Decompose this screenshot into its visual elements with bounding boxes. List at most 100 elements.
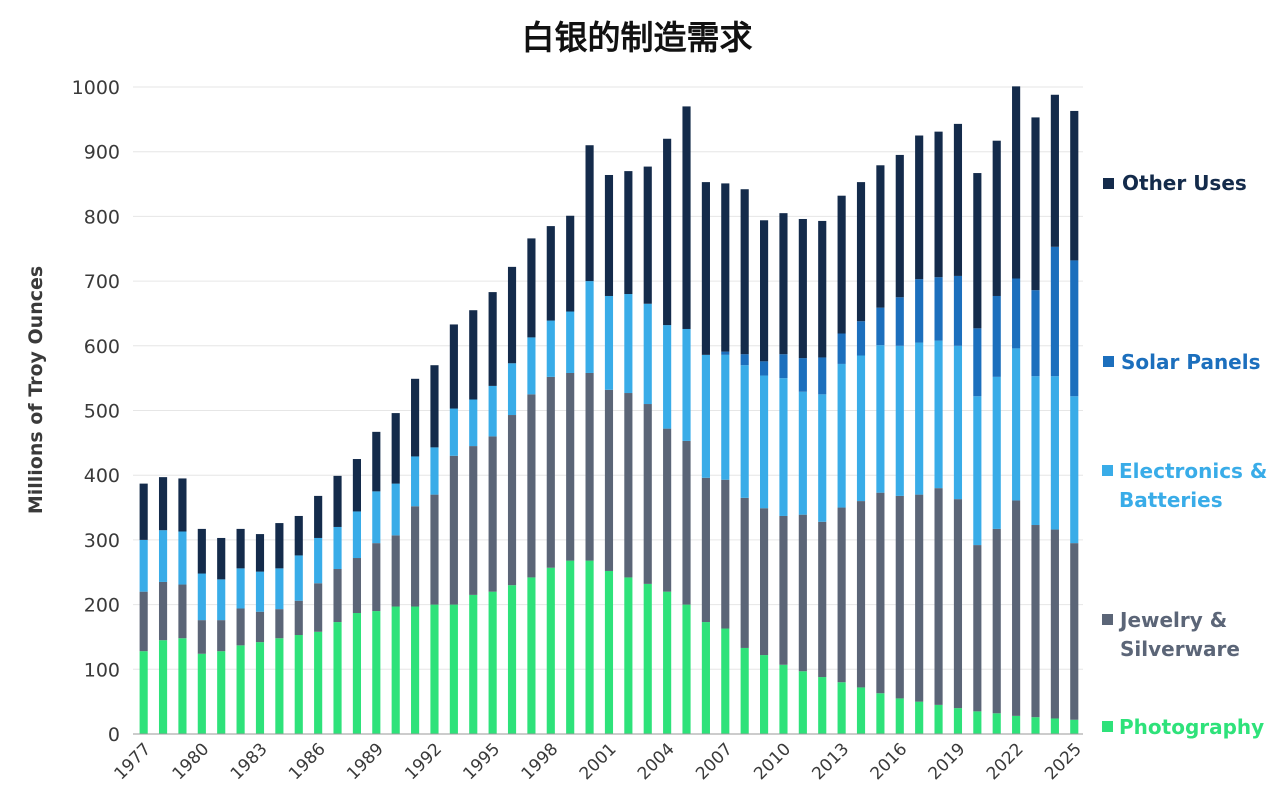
- bar-segment-electronics-batteries: [178, 531, 187, 585]
- bar-2020: [973, 173, 982, 734]
- bar-segment-electronics-batteries: [1031, 376, 1040, 526]
- bar-segment-electronics-batteries: [352, 511, 361, 559]
- bar-segment-other-uses: [158, 477, 168, 531]
- bar-segment-jewelry-silverware: [566, 372, 575, 561]
- bar-segment-photography: [197, 653, 206, 734]
- bar-segment-electronics-batteries: [1070, 396, 1079, 544]
- bar-segment-photography: [915, 701, 924, 734]
- bar-segment-photography: [895, 698, 904, 734]
- bar-segment-solar-panels: [740, 354, 749, 366]
- bar-segment-jewelry-silverware: [217, 620, 226, 652]
- bar-segment-other-uses: [663, 138, 672, 326]
- bar-segment-other-uses: [915, 135, 924, 280]
- bar-2024: [1050, 94, 1059, 734]
- bar-2019: [953, 123, 963, 734]
- bar-2021: [992, 140, 1001, 734]
- x-tick-label: 1998: [518, 739, 563, 784]
- bar-segment-jewelry-silverware: [197, 620, 206, 654]
- bar-1986: [314, 495, 323, 734]
- bar-segment-electronics-batteries: [721, 354, 730, 480]
- bar-segment-solar-panels: [837, 333, 846, 364]
- bar-1993: [449, 324, 458, 734]
- legend-item-jewelry-silverware: Jewelry & Silverware: [1102, 608, 1240, 661]
- legend-swatch-jewelry-silverware: [1102, 614, 1113, 625]
- y-tick-label: 700: [84, 271, 120, 293]
- bar-segment-jewelry-silverware: [643, 404, 652, 584]
- bar-segment-photography: [139, 651, 148, 734]
- bar-segment-other-uses: [333, 475, 342, 527]
- bar-segment-other-uses: [837, 195, 846, 334]
- bar-segment-other-uses: [876, 165, 885, 308]
- bar-segment-jewelry-silverware: [1050, 529, 1059, 719]
- bar-segment-other-uses: [585, 145, 594, 282]
- bar-1998: [546, 226, 555, 734]
- bar-segment-solar-panels: [953, 275, 963, 346]
- x-tick-label: 1983: [227, 739, 272, 784]
- bar-segment-photography: [1070, 719, 1079, 734]
- bar-segment-photography: [546, 567, 555, 734]
- y-axis-label: Millions of Troy Ounces: [25, 266, 47, 514]
- bar-segment-jewelry-silverware: [837, 507, 846, 683]
- bar-segment-electronics-batteries: [469, 399, 478, 447]
- bar-segment-photography: [663, 591, 672, 734]
- legend-label-electronics-line1: Electronics &: [1119, 459, 1267, 483]
- bar-segment-solar-panels: [992, 295, 1001, 377]
- bar-segment-electronics-batteries: [740, 365, 749, 498]
- bar-segment-photography: [430, 604, 439, 734]
- y-axis-ticks: 0 100 200 300 400 500 600 700 800 900 1000: [72, 77, 120, 746]
- bar-segment-other-uses: [197, 528, 206, 574]
- bar-1991: [411, 378, 420, 734]
- bar-segment-jewelry-silverware: [856, 501, 866, 688]
- bar-segment-photography: [255, 642, 265, 734]
- bar-segment-jewelry-silverware: [314, 583, 323, 632]
- bar-segment-jewelry-silverware: [953, 499, 963, 709]
- bar-1995: [488, 292, 497, 734]
- bar-segment-electronics-batteries: [372, 491, 381, 544]
- x-tick-label: 1989: [343, 739, 388, 784]
- bar-segment-other-uses: [856, 182, 866, 322]
- bar-segment-solar-panels: [779, 354, 788, 379]
- bar-segment-jewelry-silverware: [992, 528, 1001, 714]
- bar-segment-jewelry-silverware: [682, 440, 691, 605]
- x-tick-label: 2010: [750, 739, 795, 784]
- bar-segment-electronics-batteries: [507, 363, 517, 416]
- bar-2015: [876, 165, 885, 734]
- bar-1983: [255, 534, 265, 734]
- bar-segment-photography: [740, 647, 749, 734]
- bar-2004: [663, 138, 672, 734]
- bar-segment-solar-panels: [895, 297, 904, 346]
- bar-segment-photography: [449, 604, 458, 734]
- bar-segment-jewelry-silverware: [701, 477, 710, 623]
- bar-segment-jewelry-silverware: [895, 495, 904, 699]
- bar-2000: [585, 145, 594, 734]
- bar-segment-other-uses: [643, 166, 652, 304]
- bar-1989: [372, 431, 381, 734]
- bar-1979: [178, 478, 187, 734]
- bar-segment-other-uses: [818, 220, 827, 358]
- bar-2001: [604, 174, 614, 734]
- bar-segment-jewelry-silverware: [352, 558, 361, 614]
- bar-segment-solar-panels: [856, 321, 866, 356]
- bar-segment-photography: [760, 655, 769, 734]
- bar-segment-electronics-batteries: [876, 345, 885, 493]
- bar-segment-solar-panels: [1031, 290, 1040, 377]
- bar-1996: [507, 266, 517, 734]
- bar-segment-other-uses: [469, 310, 478, 400]
- bar-segment-jewelry-silverware: [527, 394, 536, 578]
- bar-segment-electronics-batteries: [236, 568, 245, 609]
- bar-segment-other-uses: [255, 534, 265, 572]
- chart-title: 白银的制造需求: [522, 18, 753, 57]
- bar-segment-jewelry-silverware: [139, 591, 148, 652]
- bar-segment-solar-panels: [721, 351, 730, 355]
- bar-segment-electronics-batteries: [411, 456, 420, 507]
- bar-segment-other-uses: [992, 140, 1001, 296]
- bar-segment-electronics-batteries: [818, 394, 827, 522]
- bar-segment-other-uses: [624, 171, 633, 295]
- bar-segment-electronics-batteries: [856, 355, 866, 502]
- bar-2018: [934, 131, 943, 734]
- bar-segment-other-uses: [217, 537, 226, 580]
- bar-1987: [333, 475, 342, 734]
- legend-label-photography: Photography: [1119, 715, 1264, 739]
- bar-segment-photography: [721, 628, 730, 734]
